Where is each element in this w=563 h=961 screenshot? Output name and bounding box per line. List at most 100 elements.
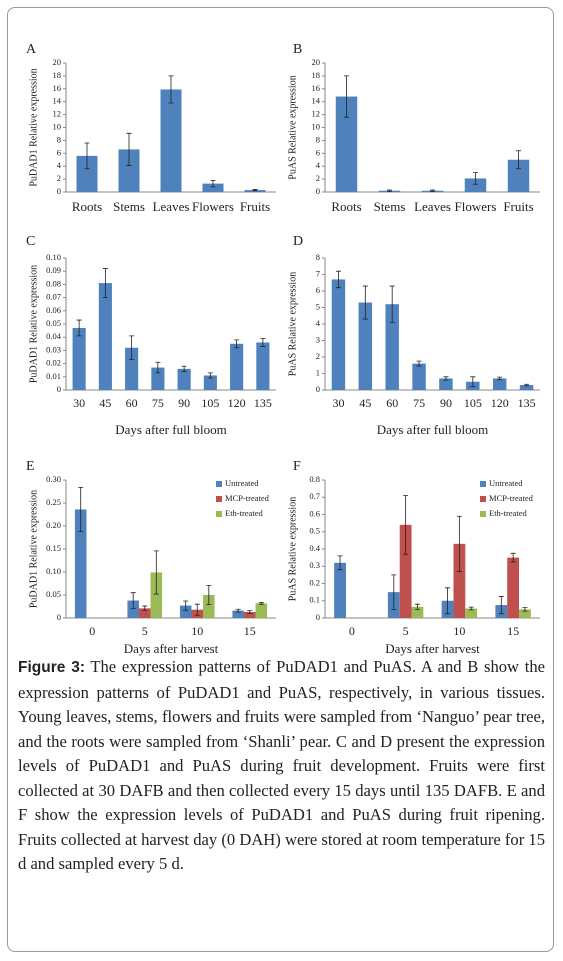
panel-label: D: [293, 234, 303, 249]
x-tick-label: 0: [89, 624, 95, 638]
y-tick-label: 0: [57, 612, 61, 622]
legend-label: Untreated: [225, 478, 259, 488]
error-bar: [403, 495, 409, 555]
x-tick-label: Roots: [72, 199, 102, 214]
error-bar: [389, 285, 395, 323]
y-tick-label: 4: [316, 318, 321, 328]
legend-label: Eth-treated: [225, 508, 264, 518]
y-tick-label: 20: [53, 57, 62, 67]
bar: [519, 385, 534, 390]
x-tick-label: 15: [244, 624, 256, 638]
error-bar: [126, 132, 132, 166]
y-tick-label: 5: [316, 301, 320, 311]
error-bar: [183, 600, 189, 611]
error-bar: [234, 339, 240, 349]
x-tick-label: 0: [349, 624, 355, 638]
bar: [127, 600, 139, 618]
y-tick-label: 6: [57, 147, 61, 157]
bar: [151, 367, 165, 390]
bar: [177, 368, 191, 390]
bar: [358, 302, 373, 390]
error-bar: [76, 319, 82, 337]
chart: E PuDAD1 Relative expression 0 0.05 0.10 0.15…: [26, 459, 276, 656]
y-tick-label: 8: [316, 134, 320, 144]
error-bar: [130, 592, 136, 609]
x-axis-label: Days after harvest: [385, 641, 480, 656]
x-tick-label: Flowers: [455, 199, 497, 214]
bar: [150, 572, 163, 618]
panel-label: E: [26, 459, 35, 474]
error-bar: [510, 552, 516, 563]
y-tick-label: 0.07: [46, 292, 61, 302]
panel-label: B: [293, 42, 302, 57]
y-tick-label: 0.20: [46, 520, 61, 530]
error-bar: [78, 486, 84, 532]
bar: [203, 375, 217, 390]
error-bar: [210, 179, 216, 188]
x-tick-label: 135: [518, 396, 536, 410]
bar: [74, 509, 87, 618]
error-bar: [168, 75, 174, 104]
error-bar: [207, 372, 213, 379]
y-tick-label: 0.01: [46, 371, 61, 381]
x-axis-label: Days after harvest: [124, 641, 219, 656]
x-tick-label: Leaves: [153, 199, 190, 214]
y-tick-label: 8: [57, 134, 61, 144]
y-tick-label: 0.3: [309, 560, 320, 570]
y-tick-label: 0.03: [46, 344, 61, 354]
y-axis-label: PuDAD1 Relative expression: [28, 265, 39, 383]
y-tick-label: 0: [57, 384, 61, 394]
y-tick-label: 2: [316, 173, 320, 183]
bar: [412, 363, 426, 390]
bar: [243, 612, 256, 618]
error-bar: [473, 172, 478, 185]
y-tick-label: 0.25: [46, 497, 61, 507]
x-tick-label: Leaves: [414, 199, 451, 214]
y-axis-label: PuAS Relative expression: [287, 75, 298, 179]
bar: [256, 342, 270, 390]
panel-label: A: [26, 42, 37, 57]
error-bar: [142, 605, 148, 612]
y-tick-label: 0.04: [46, 331, 62, 341]
y-tick-label: 18: [312, 70, 321, 80]
error-bar: [430, 189, 435, 192]
bar: [255, 603, 268, 618]
x-tick-label: Roots: [331, 199, 361, 214]
y-tick-label: 10: [312, 121, 321, 131]
y-tick-label: 0.09: [46, 265, 61, 275]
error-bar: [235, 608, 241, 613]
caption-label: Figure 3:: [18, 659, 85, 676]
bar: [334, 562, 346, 618]
x-tick-label: 120: [491, 396, 509, 410]
error-bar: [445, 587, 451, 615]
panel-label: C: [26, 234, 35, 249]
x-tick-label: 120: [228, 396, 246, 410]
y-tick-label: 8: [316, 252, 320, 262]
error-bar: [414, 603, 420, 610]
y-tick-label: 0: [316, 612, 320, 622]
y-axis-label: PuDAD1 Relative expression: [28, 68, 39, 186]
error-bar: [416, 360, 422, 367]
error-bar: [337, 555, 343, 571]
x-tick-label: Stems: [374, 199, 406, 214]
y-tick-label: 12: [53, 109, 62, 119]
x-tick-label: 30: [332, 396, 344, 410]
y-tick-label: 6: [316, 147, 320, 157]
bar: [492, 378, 507, 390]
y-axis-label: PuAS Relative expression: [287, 272, 298, 376]
bar: [399, 524, 412, 618]
x-tick-label: 90: [440, 396, 452, 410]
legend-swatch: [216, 496, 222, 502]
y-tick-label: 4: [57, 160, 62, 170]
bar: [203, 595, 215, 618]
x-tick-label: 15: [507, 624, 519, 638]
error-bar: [522, 607, 528, 612]
error-bar: [252, 189, 258, 192]
y-tick-label: 20: [312, 57, 321, 67]
y-tick-label: 4: [316, 160, 321, 170]
x-tick-label: Flowers: [192, 199, 234, 214]
bar: [519, 609, 531, 618]
x-tick-label: 10: [453, 624, 465, 638]
bar: [232, 610, 244, 618]
